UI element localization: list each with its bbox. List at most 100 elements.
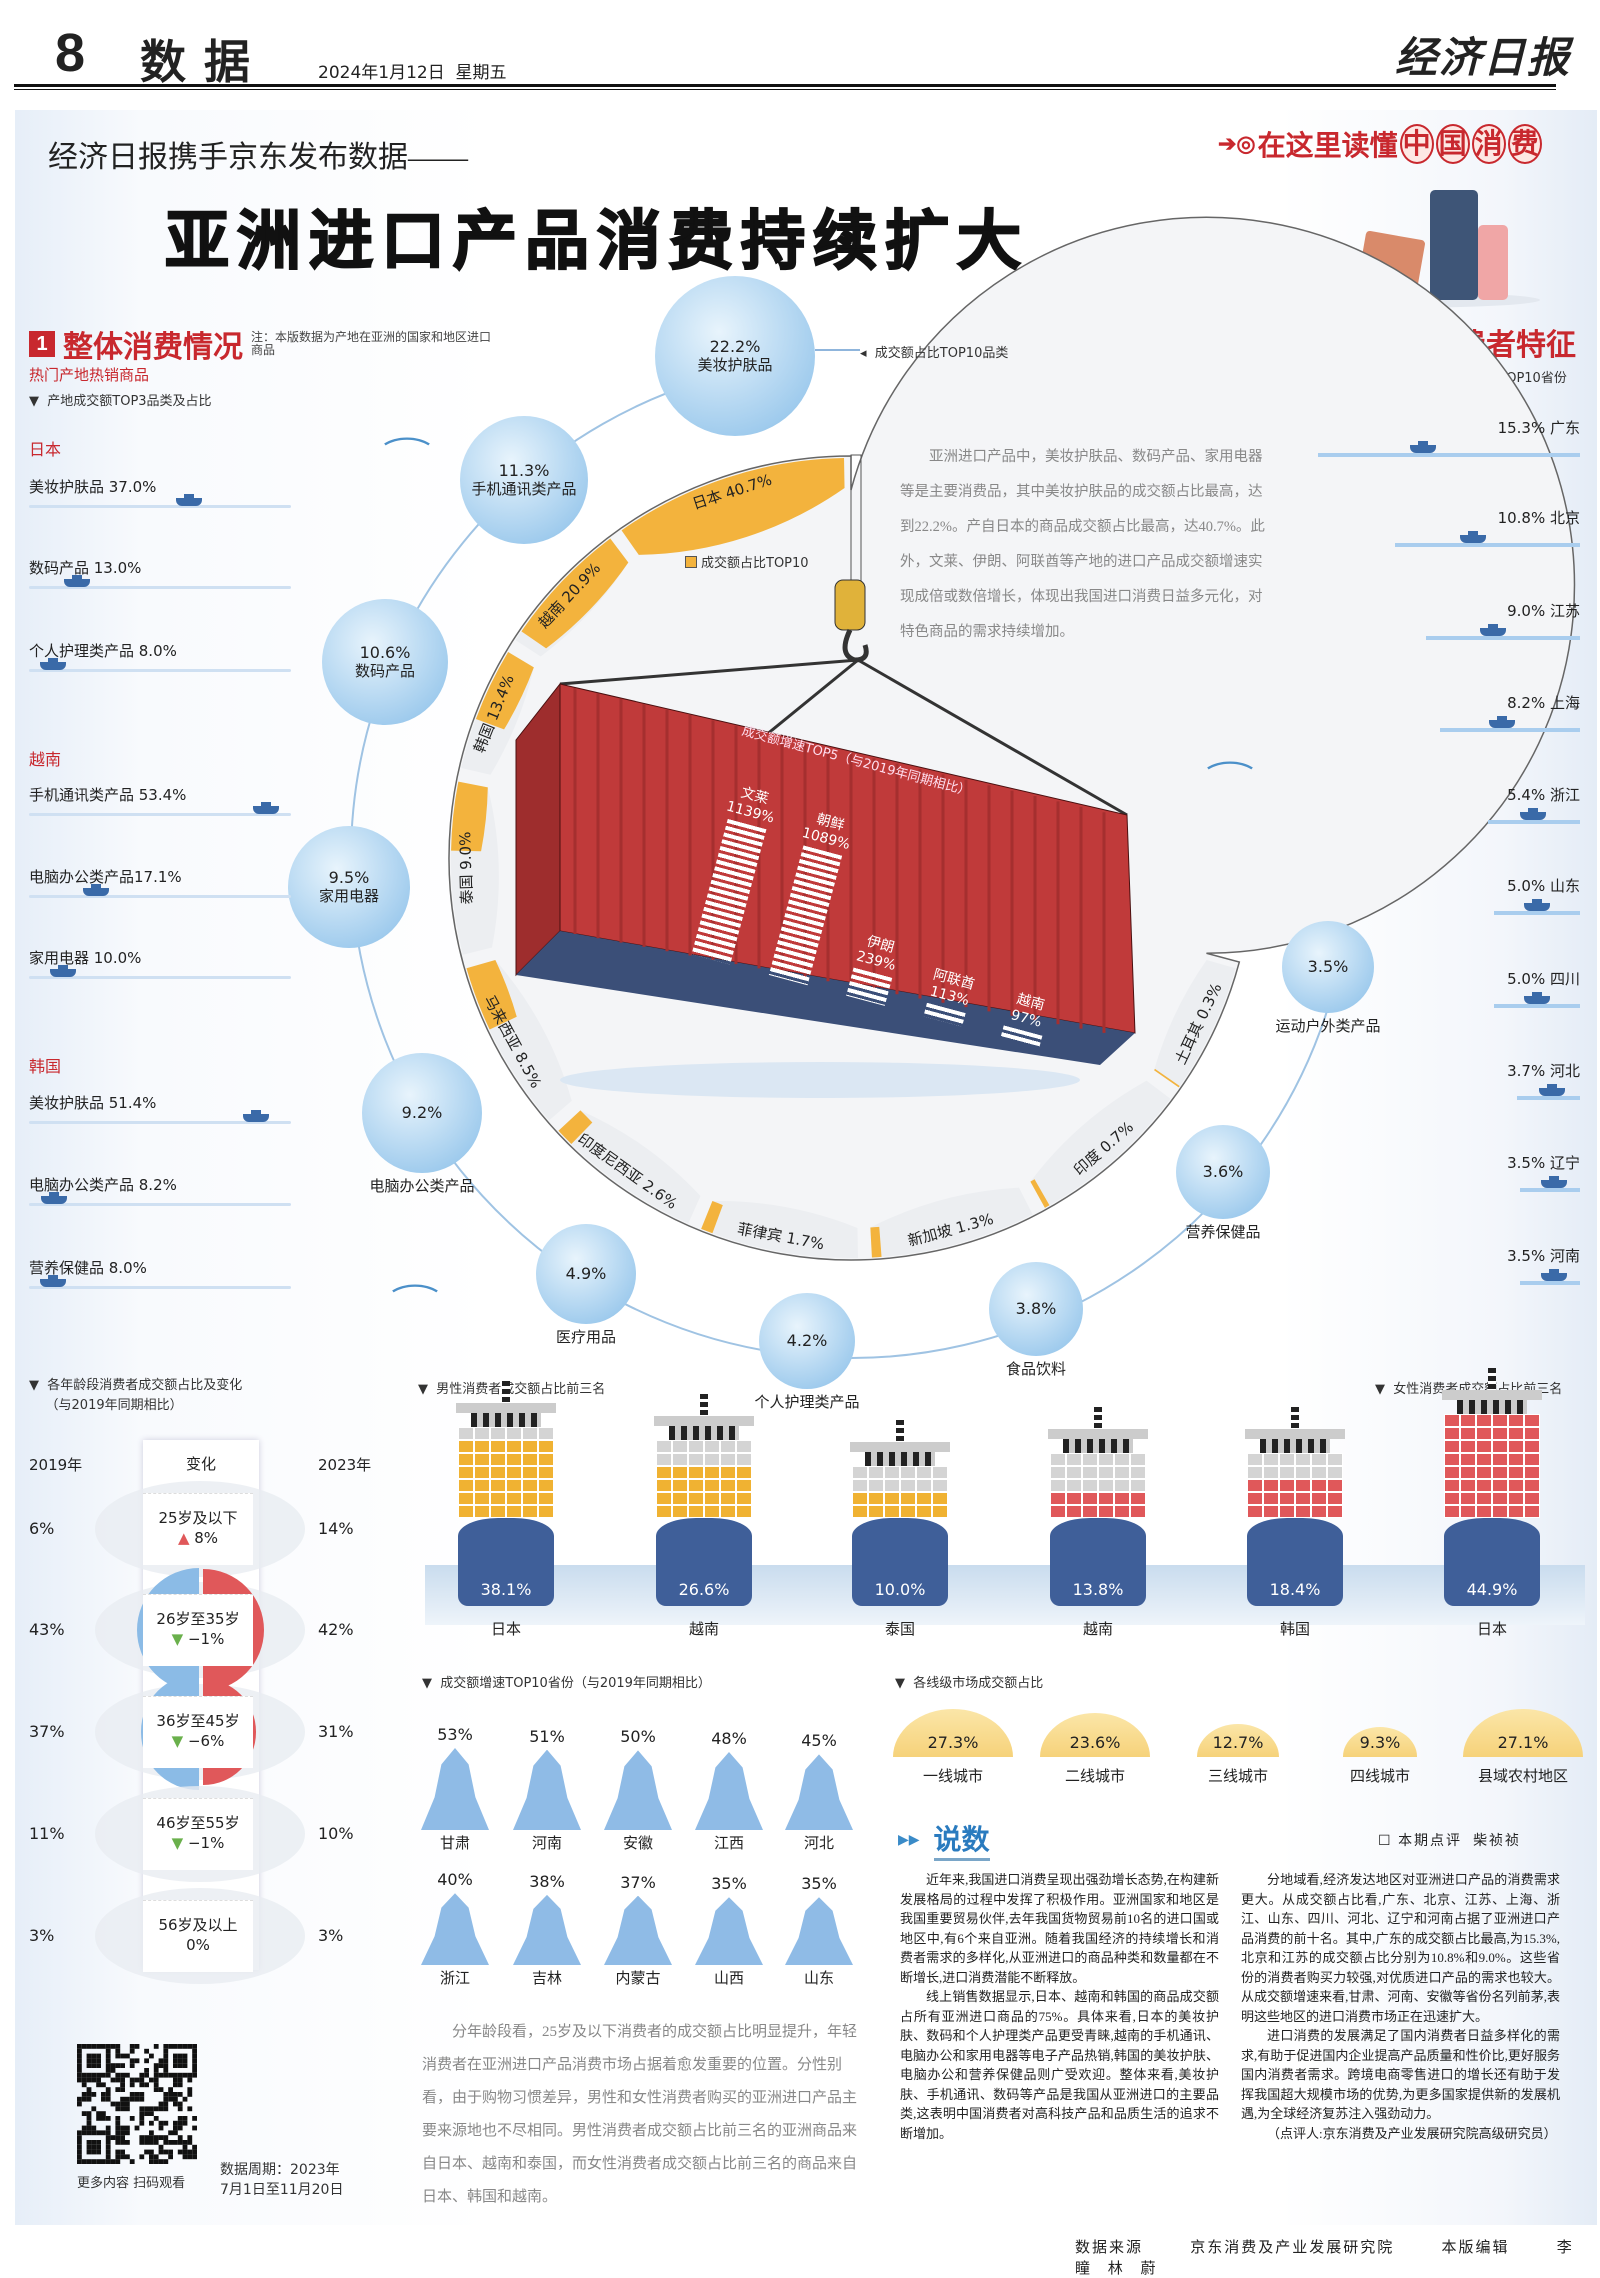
container-cell: [1280, 1493, 1294, 1504]
qr-module: [86, 2144, 92, 2150]
qr-module: [96, 2159, 101, 2164]
qr-module: [115, 2116, 121, 2121]
container-cell: [1115, 1480, 1129, 1491]
container-cell: [1477, 1493, 1491, 1504]
container-cell: [1083, 1493, 1097, 1504]
container-cell: [507, 1428, 521, 1439]
qr-module: [120, 2106, 125, 2112]
bird-icon: ︵: [391, 1263, 439, 1298]
qr-module: [101, 2044, 106, 2049]
container-cell: [491, 1441, 505, 1452]
container-cell: [869, 1506, 883, 1517]
qr-module: [173, 2101, 178, 2107]
age-2019-value: 37%: [29, 1722, 65, 1741]
country-share-fill: [701, 1201, 723, 1234]
qr-module: [115, 2053, 121, 2059]
ship-deck: [850, 1442, 950, 1452]
ship-hull: [1050, 1518, 1146, 1606]
container-cell: [1312, 1506, 1326, 1517]
intro-paragraph: 亚洲进口产品中，美妆护肤品、数码产品、家用电器等是主要消费品，其中美妆护肤品的成…: [900, 449, 1265, 640]
growth-pct: 35%: [711, 1874, 747, 1894]
ship-icon: [1459, 531, 1486, 543]
age-2023-value: 10%: [318, 1824, 354, 1843]
qr-module: [163, 2149, 169, 2155]
qr-module: [177, 2125, 183, 2131]
container-cell: [1445, 1467, 1459, 1478]
bar-track: [29, 813, 291, 816]
container-cell: [1445, 1506, 1459, 1517]
container-cell: [1099, 1467, 1113, 1478]
container-cell: [1445, 1493, 1459, 1504]
qr-module: [192, 2149, 197, 2155]
qr-module: [77, 2068, 82, 2073]
container-cell: [1131, 1493, 1145, 1504]
editor-label: 本版编辑: [1441, 2240, 1510, 2256]
qr-module: [91, 2125, 97, 2131]
category-bubble: 9.2%: [362, 1053, 482, 1173]
category-name: 美妆护肤品: [697, 356, 773, 374]
qr-module: [168, 2130, 173, 2136]
growth-pct: 50%: [620, 1727, 656, 1747]
qr-module: [144, 2048, 149, 2054]
origin-item-label: 个人护理类产品 8.0%: [29, 642, 177, 660]
label-text: 产地成交额TOP3品类及占比: [47, 394, 212, 409]
qr-module: [120, 2130, 125, 2136]
container-cell: [933, 1480, 947, 1491]
qr-module: [182, 2120, 188, 2126]
bar-track: [29, 895, 291, 898]
qr-module: [158, 2125, 164, 2131]
qr-module: [168, 2140, 173, 2145]
ship-icon: [252, 802, 279, 814]
container-cell: [507, 1441, 521, 1452]
qr-module: [144, 2068, 149, 2073]
container-cell: [1248, 1467, 1262, 1478]
ship-icon: [1488, 716, 1515, 728]
qr-module: [101, 2092, 106, 2097]
bird-icon: ︵: [1206, 740, 1254, 775]
category-pct: 3.8%: [1015, 1299, 1057, 1318]
container-cell: [657, 1480, 671, 1491]
container-cell: [689, 1506, 703, 1517]
container-cell: [539, 1480, 553, 1491]
container-cell: [1264, 1454, 1278, 1465]
qr-module: [139, 2106, 145, 2112]
container-cell: [673, 1506, 687, 1517]
qr-module: [110, 2044, 116, 2049]
qr-module: [96, 2111, 101, 2116]
container-cell: [1477, 1506, 1491, 1517]
age-2023-value: 31%: [318, 1722, 354, 1741]
arrow-up-icon: ▲: [177, 1529, 195, 1547]
container-cell: [689, 1441, 703, 1452]
bar-track: [29, 1203, 291, 1206]
container-cell: [459, 1428, 473, 1439]
qr-module: [192, 2048, 197, 2054]
container-cell: [901, 1480, 915, 1491]
container-cell: [1083, 1480, 1097, 1491]
container-cell: [1115, 1454, 1129, 1465]
container-cell: [523, 1428, 537, 1439]
qr-module: [153, 2116, 159, 2121]
qr-module: [115, 2101, 121, 2107]
qr-module: [153, 2135, 159, 2140]
qr-module: [81, 2125, 87, 2131]
qr-code[interactable]: [77, 2044, 197, 2164]
qr-module: [153, 2159, 159, 2164]
container-cell: [491, 1493, 505, 1504]
container-cell: [1296, 1480, 1310, 1491]
container-cell: [1461, 1493, 1475, 1504]
growth-pct: 48%: [711, 1728, 747, 1748]
qr-module: [149, 2053, 154, 2059]
qr-module: [91, 2072, 97, 2078]
legend-swatch: [685, 555, 697, 568]
series-tag-text: 在这里读懂: [1257, 130, 1398, 161]
qr-module: [153, 2077, 159, 2083]
qr-module: [125, 2154, 130, 2160]
qr-module: [77, 2144, 82, 2150]
province-label: 5.0% 山东: [1507, 877, 1580, 895]
page-title: 亚洲进口产品消费持续扩大: [164, 204, 1029, 278]
qr-module: [86, 2130, 92, 2136]
age-group-label: 56岁及以上: [158, 1916, 238, 1934]
growth-pct: 38%: [529, 1871, 565, 1891]
qr-module: [120, 2101, 125, 2107]
qr-module: [149, 2154, 154, 2160]
